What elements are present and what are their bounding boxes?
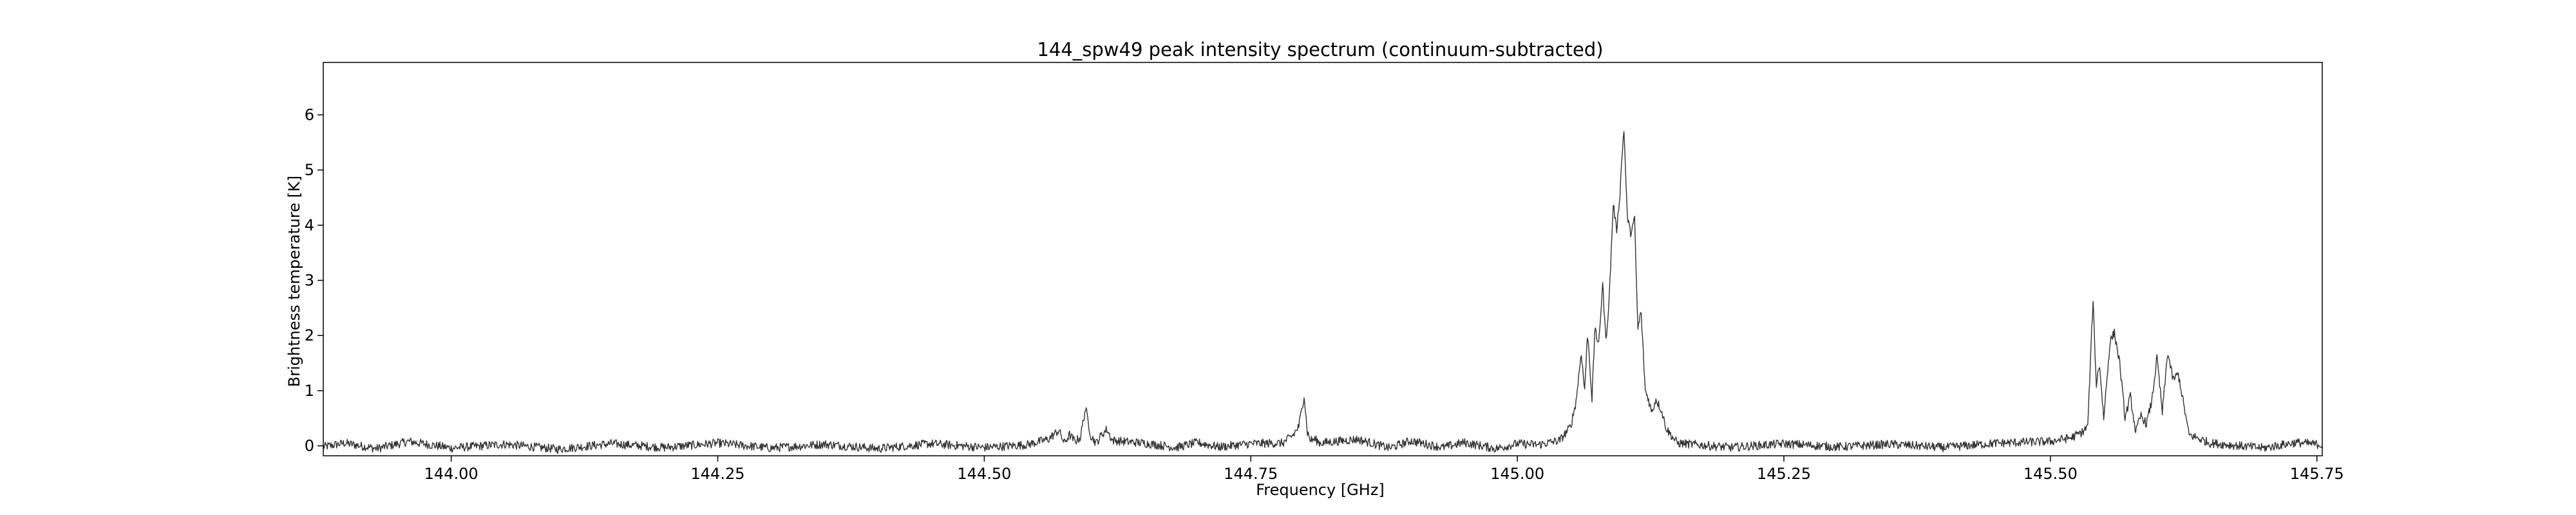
- x-axis-label: Frequency [GHz]: [1256, 481, 1385, 499]
- x-axis-ticks: 144.00 144.25 144.50 144.75 145.00 145.25 145.…: [424, 456, 2344, 483]
- y-tick-label: 4: [305, 216, 314, 234]
- x-tick-label: 145.50: [2023, 465, 2078, 483]
- x-tick-label: 144.25: [691, 465, 745, 483]
- plot-frame: [323, 62, 2323, 456]
- x-tick-label: 145.75: [2290, 465, 2344, 483]
- x-tick-label: 144.50: [957, 465, 1011, 483]
- y-tick-label: 0: [305, 437, 314, 455]
- y-tick-label: 2: [305, 326, 314, 344]
- chart-title: 144_spw49 peak intensity spectrum (conti…: [1037, 39, 1603, 61]
- y-axis-ticks: 0 1 2 3 4 5 6: [305, 106, 323, 455]
- x-tick-label: 144.75: [1224, 465, 1278, 483]
- x-tick-label: 144.00: [424, 465, 478, 483]
- spectrum-series-line: [323, 131, 2323, 454]
- y-tick-label: 5: [305, 161, 314, 179]
- y-tick-label: 3: [305, 271, 314, 289]
- y-tick-label: 6: [305, 106, 314, 124]
- y-axis-label: Brightness temperature [K]: [285, 176, 303, 387]
- y-tick-label: 1: [305, 382, 314, 400]
- x-tick-label: 145.25: [1757, 465, 1811, 483]
- x-tick-label: 145.00: [1490, 465, 1544, 483]
